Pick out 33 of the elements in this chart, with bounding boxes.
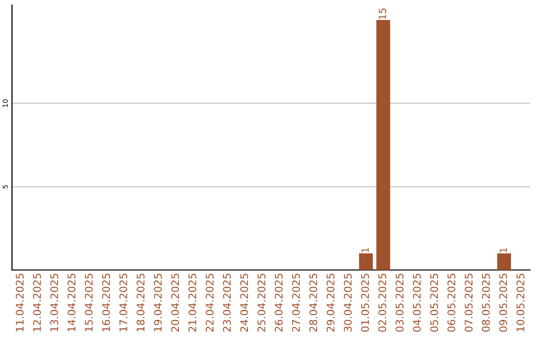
data-label: 1 bbox=[500, 248, 507, 252]
x-tick-label: 22.04.2025 bbox=[206, 274, 214, 332]
x-tick-label: 16.04.2025 bbox=[102, 274, 110, 332]
x-tick-label: 08.05.2025 bbox=[482, 274, 490, 332]
x-tick-label: 29.04.2025 bbox=[326, 274, 334, 332]
x-tick-label: 28.04.2025 bbox=[309, 274, 318, 332]
x-tick-label: 13.04.2025 bbox=[50, 274, 58, 332]
x-tick-label: 03.05.2025 bbox=[396, 274, 404, 332]
x-tick-label: 25.04.2025 bbox=[258, 274, 266, 332]
x-tick-label: 17.04.2025 bbox=[119, 274, 128, 332]
x-tick-label: 11.04.2025 bbox=[16, 274, 24, 332]
x-tick-label: 23.04.2025 bbox=[222, 274, 231, 332]
x-tick-label: 15.04.2025 bbox=[84, 274, 93, 332]
x-tick-label: 01.05.2025 bbox=[361, 274, 369, 332]
x-tick-label: 12.04.2025 bbox=[33, 274, 41, 332]
x-tick-label: 09.05.2025 bbox=[499, 274, 508, 332]
x-tick-label: 21.04.2025 bbox=[188, 274, 196, 332]
x-tick-label: 07.05.2025 bbox=[464, 274, 473, 332]
x-tick-label: 04.05.2025 bbox=[412, 274, 421, 332]
x-tick-label: 24.04.2025 bbox=[240, 274, 248, 332]
x-tick-label: 27.04.2025 bbox=[292, 274, 300, 332]
x-tick-label: 06.05.2025 bbox=[447, 274, 456, 332]
x-tick-label: 26.04.2025 bbox=[274, 274, 283, 332]
x-tick-label: 18.04.2025 bbox=[136, 274, 145, 332]
x-tick-label: 19.04.2025 bbox=[154, 274, 162, 332]
x-tick-label: 14.04.2025 bbox=[68, 274, 76, 332]
data-label: 15 bbox=[378, 8, 386, 19]
x-tick-label: 05.05.2025 bbox=[430, 274, 438, 332]
x-tick-label: 02.05.2025 bbox=[378, 274, 386, 332]
x-tick-label: 20.04.2025 bbox=[171, 274, 180, 332]
x-tick-label: 30.04.2025 bbox=[344, 274, 352, 332]
data-label: 1 bbox=[362, 248, 369, 252]
x-tick-label: 10.05.2025 bbox=[516, 274, 524, 332]
